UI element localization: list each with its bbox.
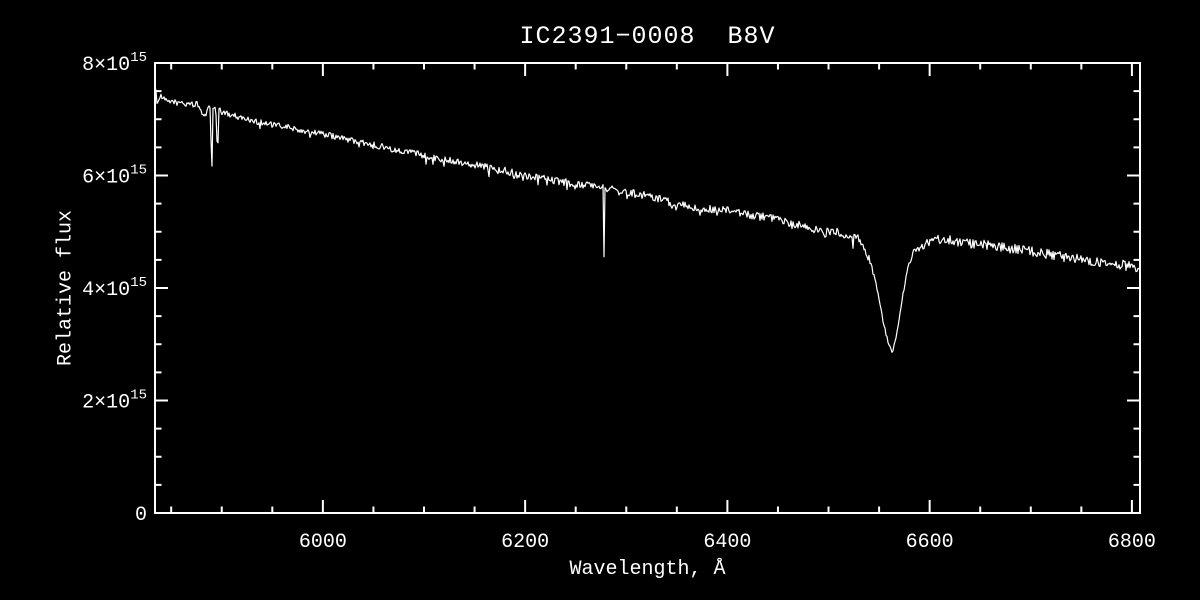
y-tick-label: 4×1015 — [82, 275, 147, 302]
y-tick-labels: 0 2×1015 4×1015 6×1015 8×1015 — [82, 50, 147, 527]
x-tick-label: 6000 — [299, 531, 347, 554]
y-tick-label: 6×1015 — [82, 163, 147, 190]
chart-title: IC2391−0008 B8V — [519, 22, 776, 51]
x-axis-label: Wavelength, Å — [569, 558, 726, 581]
y-tick-label: 8×1015 — [82, 50, 147, 77]
axis-ticks — [155, 62, 1140, 514]
spectrum-line — [154, 86, 1141, 353]
x-tick-label: 6200 — [501, 531, 549, 554]
x-tick-label: 6400 — [703, 531, 751, 554]
x-tick-label: 6800 — [1108, 531, 1156, 554]
x-tick-label: 6600 — [906, 531, 954, 554]
x-tick-labels: 6000 6200 6400 6600 6800 — [299, 531, 1156, 554]
y-tick-label: 0 — [135, 504, 147, 527]
y-tick-label: 2×1015 — [82, 388, 147, 415]
